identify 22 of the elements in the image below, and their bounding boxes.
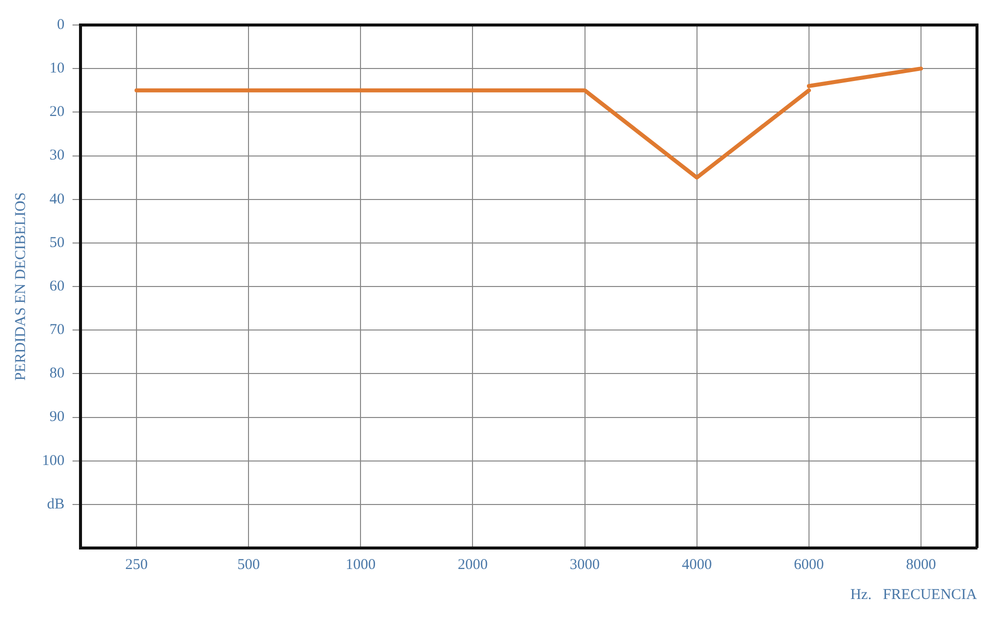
y-axis-title: PERDIDAS EN DECIBELIOS [12,192,29,381]
y-tick-label: 10 [50,60,64,77]
y-tick-label: 20 [50,104,64,120]
y-tick-label: 80 [50,366,64,382]
x-tick-label: 250 [125,556,148,573]
x-tick-label: 3000 [570,556,600,573]
y-tick-label: 50 [50,234,64,251]
y-tick-label: 90 [50,409,64,426]
y-tick-label: 60 [50,278,64,294]
x-tick-label: 8000 [906,556,936,573]
x-tick-label: 1000 [346,556,376,573]
y-tick-label: 30 [50,148,64,164]
y-tick-label: 70 [50,322,64,338]
y-tick-label: 0 [57,16,64,33]
x-axis-title: Hz. FRECUENCIA [850,586,978,603]
x-tick-label: 6000 [794,556,824,573]
y-tick-label: 100 [42,452,64,469]
x-tick-label: 2000 [458,556,488,573]
x-tick-label: 4000 [682,556,712,573]
x-tick-label: 500 [237,556,260,573]
y-tick-label: dB [46,496,64,512]
y-tick-label: 40 [50,191,64,208]
